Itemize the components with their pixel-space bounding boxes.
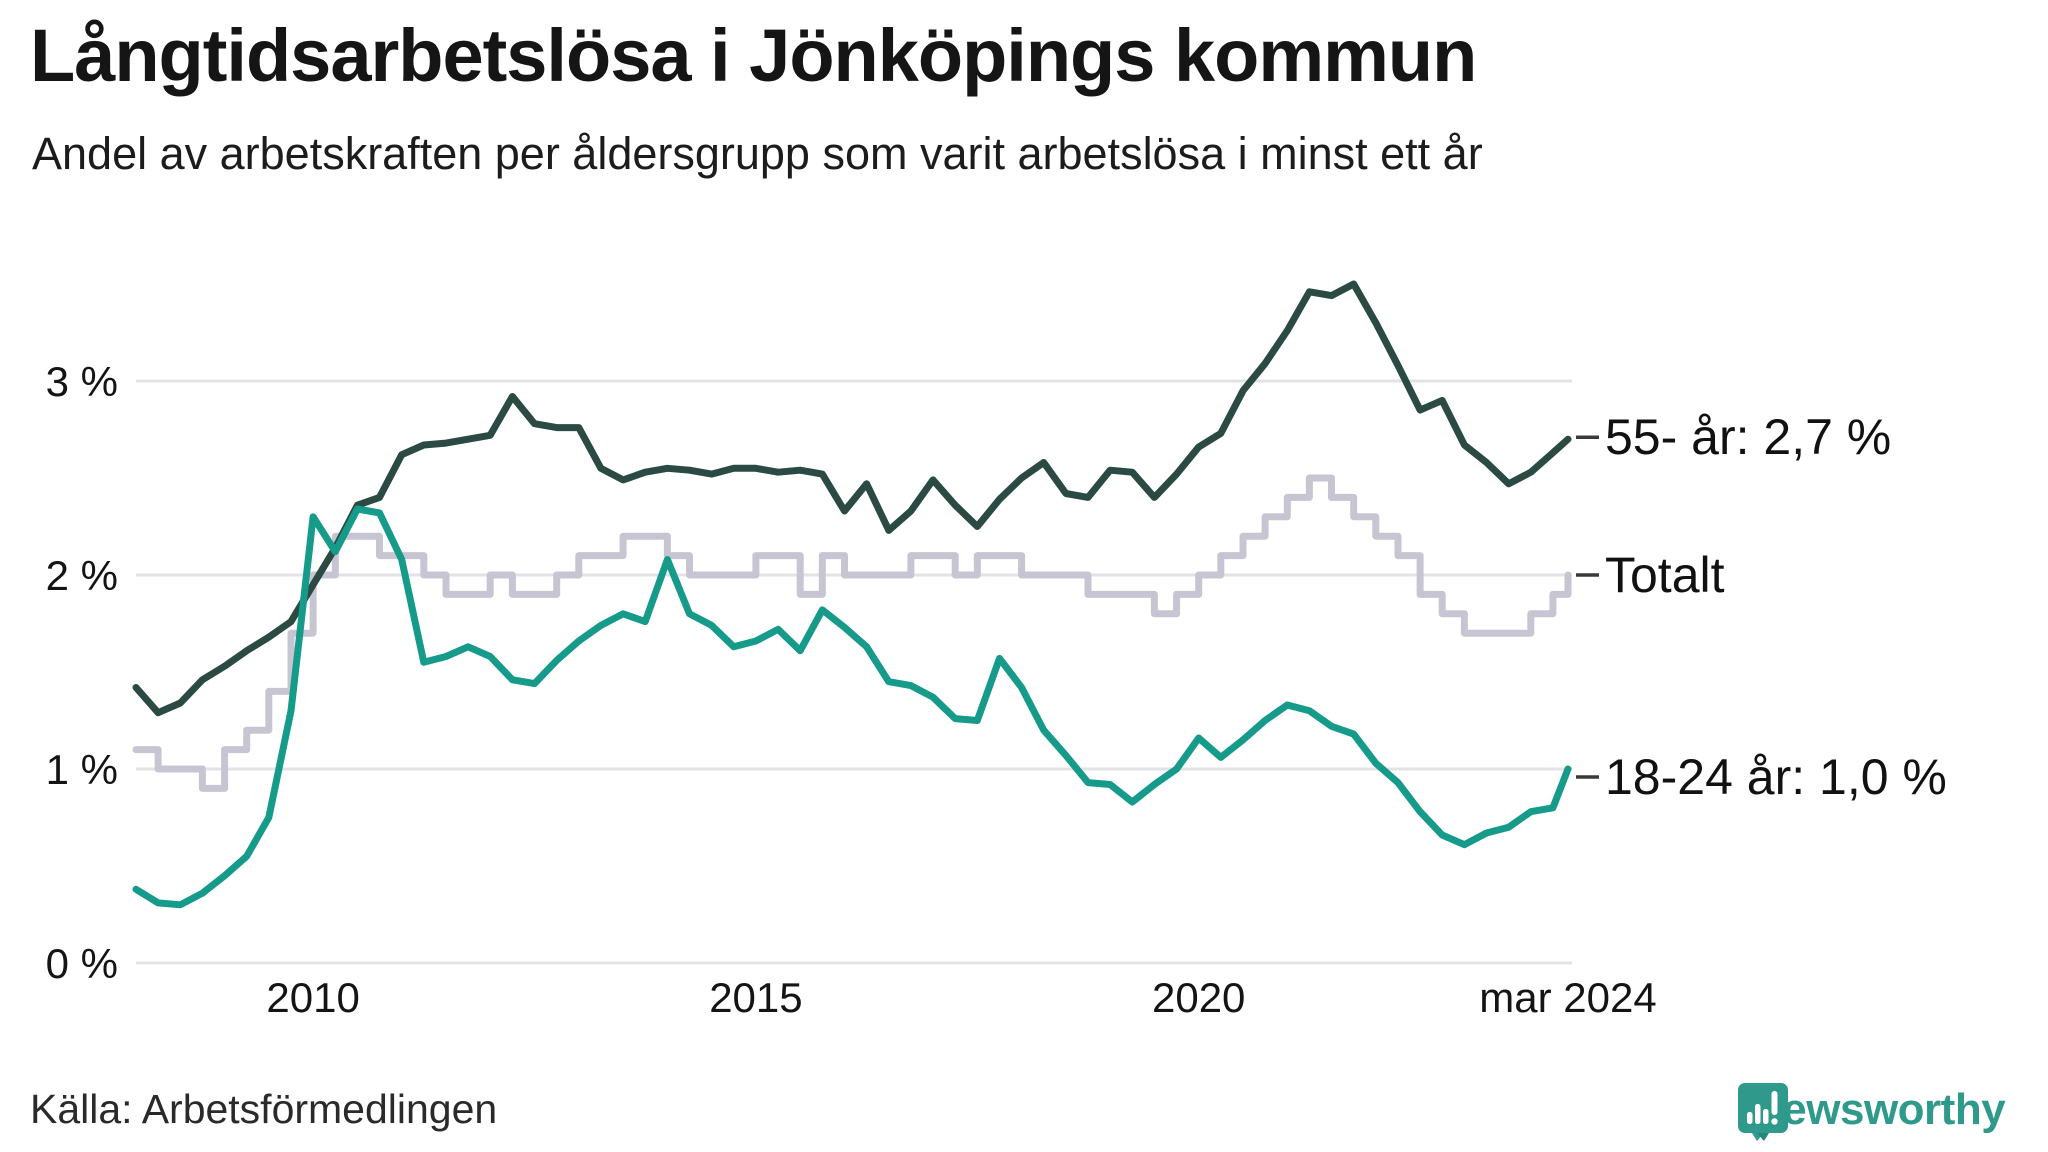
series-line-55- år [132,280,1572,717]
series-end-label-55- år: 55- år: 2,7 % [1605,409,1891,465]
newsworthy-logo-text: Newsworthy [1751,1085,2006,1134]
newsworthy-logo: Newsworthy [1737,1082,2006,1142]
y-tick-label: 1 % [46,746,118,793]
y-tick-label: 0 % [46,940,118,987]
series-end-label-Totalt: Totalt [1605,547,1725,603]
series-end-label-18-24 år: 18-24 år: 1,0 % [1605,749,1947,805]
newsworthy-logo-icon [1738,1083,1788,1141]
y-tick-label: 3 % [46,358,118,405]
y-tick-label: 2 % [46,552,118,599]
series-line-Totalt [132,474,1572,792]
page-title: Långtidsarbetslösa i Jönköpings kommun [30,14,1477,97]
x-tick-label: 2020 [1152,974,1245,1021]
source-note: Källa: Arbetsförmedlingen [30,1086,498,1132]
x-tick-label: mar 2024 [1479,974,1656,1021]
x-tick-label: 2015 [709,974,802,1021]
page-subtitle: Andel av arbetskraften per åldersgrupp s… [32,128,1483,179]
series-line-18-24 år [132,505,1572,909]
x-tick-label: 2010 [266,974,359,1021]
